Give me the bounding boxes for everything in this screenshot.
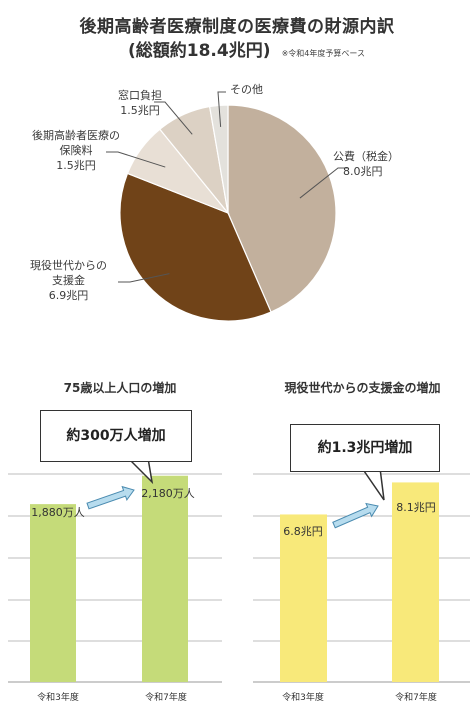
bar-chart-1-callout: 約300万人増加 [40, 410, 192, 462]
bar-1-0 [30, 504, 76, 682]
bar-chart-2-callout-pointer [360, 467, 385, 501]
pie-leader-line-0 [299, 167, 348, 199]
bar-1-0-x-label: 令和3年度 [37, 693, 79, 703]
pie-slice-0 [227, 104, 337, 313]
pie-label-support-name-1: 現役世代からの [30, 259, 107, 272]
chart-subtitle-row: (総額約18.4兆円) ※令和4年度予算ベース [128, 36, 365, 61]
bar-2-0 [280, 514, 327, 682]
budget-note: ※令和4年度予算ベース [281, 49, 365, 58]
pie-label-public: 公費（税金） 8.0兆円 [333, 149, 399, 179]
bar-2-1-value-label: 8.1兆円 [396, 501, 436, 514]
pie-label-support: 現役世代からの 支援金 6.9兆円 [30, 258, 107, 303]
bar-1-1-value-label: 2,180万人 [141, 487, 195, 500]
bar-1-1-x-label: 令和7年度 [145, 693, 187, 703]
pie-label-premium-value: 1.5兆円 [56, 159, 96, 172]
pie-label-premium-name-2: 保険料 [59, 144, 93, 157]
bar-chart-1-title: 75歳以上人口の増加 [63, 381, 177, 395]
bar-2-1 [392, 482, 439, 682]
pie-leader-line-1 [118, 273, 170, 283]
bar-1-1 [142, 475, 188, 682]
bar-2-0-value-label: 6.8兆円 [283, 525, 323, 538]
bar-chart-2-title: 現役世代からの支援金の増加 [284, 381, 441, 395]
bar-2-0-x-label: 令和3年度 [282, 693, 324, 703]
pie-label-copay-value: 1.5兆円 [120, 104, 160, 117]
pie-label-copay-name: 窓口負担 [118, 89, 162, 102]
pie-label-support-value: 6.9兆円 [48, 289, 89, 302]
pie-label-public-name: 公費（税金） [333, 150, 399, 163]
pie-label-premium-name-1: 後期高齢者医療の [32, 129, 120, 142]
pie-label-premium: 後期高齢者医療の 保険料 1.5兆円 [32, 128, 120, 173]
bar-1-0-value-label: 1,880万人 [31, 506, 85, 519]
bar-2-1-x-label: 令和7年度 [395, 693, 437, 703]
pie-label-public-value: 8.0兆円 [343, 165, 383, 178]
pie-label-other: その他 [230, 83, 263, 96]
pie-label-support-name-2: 支援金 [52, 274, 85, 287]
bar-chart-2-callout: 約1.3兆円増加 [290, 424, 440, 472]
pie-leader-line-2 [106, 151, 166, 168]
pie-leader-line-4 [217, 91, 226, 127]
pie-slice-1 [119, 172, 272, 322]
chart-subtitle: (総額約18.4兆円) [128, 41, 271, 61]
bar-chart-1-increase-arrow [86, 485, 135, 510]
bar-chart-2-increase-arrow [332, 502, 379, 529]
pie-leader-line-3 [154, 101, 193, 135]
chart-title: 後期高齢者医療制度の医療費の財源内訳 [79, 17, 395, 37]
pie-label-copay: 窓口負担 1.5兆円 [118, 88, 162, 118]
